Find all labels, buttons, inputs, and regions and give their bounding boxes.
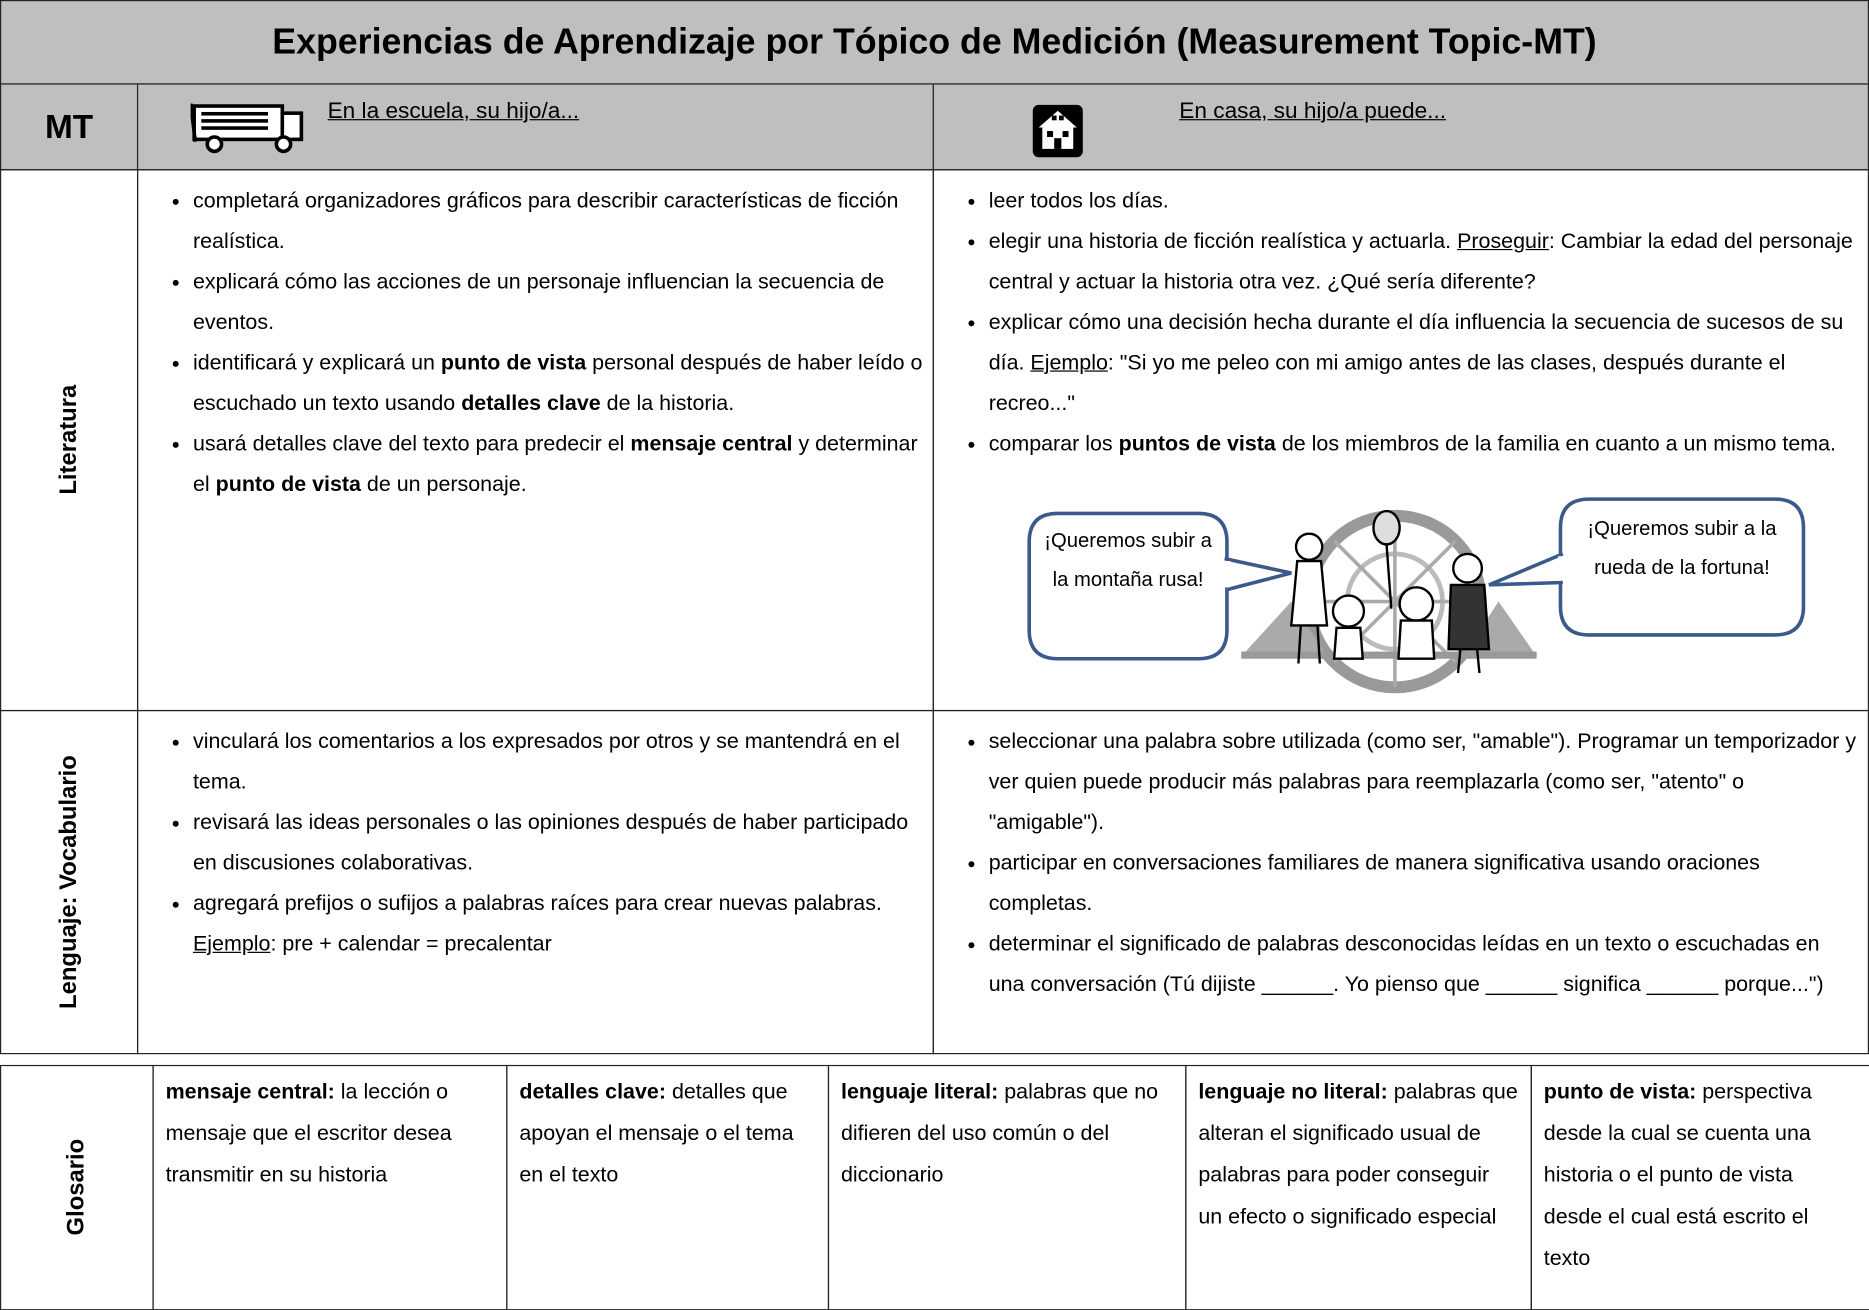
- mt-header: MT: [0, 83, 139, 171]
- row-label: Lenguaje: Vocabulario: [0, 709, 139, 1055]
- text-run: Proseguir: [1457, 228, 1549, 253]
- school-column-title: En la escuela, su hijo/a...: [327, 98, 580, 124]
- text-run: leer todos los días.: [988, 188, 1169, 213]
- speech-bubble: ¡Queremos subir a la rueda de la fortuna…: [1587, 516, 1777, 579]
- home-header: En casa, su hijo/a puede...: [932, 83, 1869, 171]
- text-run: usará detalles clave del texto para pred…: [192, 431, 631, 456]
- text-run: explicará cómo las acciones de un person…: [192, 269, 885, 334]
- glossary-term: lenguaje no literal:: [1198, 1079, 1388, 1104]
- text-run: participar en conversaciones familiares …: [988, 850, 1760, 915]
- text-run: identificará y explicará un: [192, 350, 441, 375]
- text-run: punto de vista: [440, 350, 587, 375]
- list-item: explicar cómo una decisión hecha durante…: [989, 301, 1859, 423]
- list-item: revisará las ideas personales o las opin…: [193, 802, 923, 883]
- glossary-term: punto de vista:: [1543, 1079, 1697, 1104]
- row-label: Literatura: [0, 169, 139, 712]
- glossary-definition: detalles que apoyan el mensaje o el tema…: [519, 1079, 794, 1187]
- title: Experiencias de Aprendizaje por Tópico d…: [0, 0, 1869, 85]
- bus-icon: [190, 103, 304, 154]
- text-run: seleccionar una palabra sobre utilizada …: [988, 729, 1857, 834]
- glossary-definition: palabras que alteran el significado usua…: [1198, 1079, 1518, 1229]
- text-run: comparar los: [988, 431, 1119, 456]
- bullet-list: completará organizadores gráficos para d…: [138, 170, 933, 504]
- glossary-term: lenguaje literal:: [840, 1079, 999, 1104]
- text-run: revisará las ideas personales o las opin…: [192, 810, 909, 875]
- row-label-text: Lenguaje: Vocabulario: [55, 755, 82, 1009]
- row-label-text: Literatura: [55, 385, 82, 496]
- list-item: completará organizadores gráficos para d…: [193, 180, 923, 261]
- school-cell: vinculará los comentarios a los expresad…: [136, 709, 934, 1055]
- text-run: de los miembros de la familia en cuanto …: [1275, 431, 1836, 456]
- glossary-definition: perspectiva desde la cual se cuenta una …: [1543, 1079, 1812, 1270]
- text-run: : Cambiar la edad del personaje central …: [988, 228, 1853, 294]
- glossary-term: detalles clave:: [519, 1079, 666, 1104]
- bullet-list: vinculará los comentarios a los expresad…: [138, 711, 933, 964]
- school-header: En la escuela, su hijo/a...: [136, 83, 934, 171]
- glossary-cell: detalles clave: detalles que apoyan el m…: [506, 1064, 830, 1310]
- glossary-cell: lenguaje no literal: palabras que altera…: [1185, 1064, 1532, 1310]
- list-item: explicará cómo las acciones de un person…: [193, 261, 923, 342]
- text-run: y determinar el: [192, 431, 918, 496]
- text-run: puntos de vista: [1118, 431, 1276, 456]
- home-cell: leer todos los días. elegir una historia …: [932, 169, 1869, 712]
- text-run: mensaje central: [630, 431, 793, 456]
- glossary-cell: mensaje central: la lección o mensaje qu…: [152, 1064, 508, 1310]
- home-column-title: En casa, su hijo/a puede...: [1179, 98, 1447, 124]
- bullet-list: leer todos los días. elegir una historia …: [934, 170, 1868, 463]
- text-run: punto de vista: [215, 471, 361, 496]
- glossary-cell: punto de vista: perspectiva desde la cua…: [1530, 1064, 1869, 1310]
- school-cell: completará organizadores gráficos para d…: [136, 169, 934, 712]
- text-run: elegir una historia de ficción realístic…: [988, 228, 1458, 253]
- glossary-term: mensaje central:: [165, 1079, 335, 1104]
- text-run: vinculará los comentarios a los expresad…: [192, 729, 900, 794]
- list-item: comparar los puntos de vista de los miem…: [989, 423, 1859, 464]
- text-run: agregará prefijos o sufijos a palabras r…: [192, 891, 882, 915]
- speech-bubble: ¡Queremos subir a la montaña rusa!: [1044, 528, 1212, 591]
- list-item: leer todos los días.: [989, 180, 1859, 221]
- text-run: completará organizadores gráficos para d…: [192, 188, 899, 253]
- text-run: determinar el significado de palabras de…: [988, 931, 1824, 996]
- glossary-cell: lenguaje literal: palabras que no difier…: [827, 1064, 1187, 1310]
- text-run: Ejemplo: [1030, 350, 1108, 375]
- list-item: elegir una historia de ficción realístic…: [989, 220, 1859, 301]
- glossary-definition: la lección o mensaje que el escritor des…: [165, 1079, 452, 1187]
- list-item: Ejemplo: pre + calendar = precalentar: [193, 923, 923, 964]
- text-run: personal después de haber leído o escuch…: [192, 350, 923, 415]
- text-run: detalles clave: [461, 390, 601, 415]
- list-item: determinar el significado de palabras de…: [989, 923, 1859, 1004]
- illustration: [1027, 497, 1806, 694]
- text-run: explicar cómo una decisión hecha durante…: [988, 309, 1844, 375]
- text-run: de un personaje.: [360, 471, 527, 496]
- glossary-label-text: Glosario: [63, 1139, 90, 1236]
- text-run: Ejemplo: [192, 931, 271, 956]
- bullet-list: seleccionar una palabra sobre utilizada …: [934, 711, 1868, 1004]
- list-item: agregará prefijos o sufijos a palabras r…: [193, 883, 923, 924]
- glossary-label: Glosario: [0, 1064, 154, 1310]
- home-cell: seleccionar una palabra sobre utilizada …: [932, 709, 1869, 1055]
- house-icon: [1032, 104, 1083, 158]
- text-run: : pre + calendar = precalentar: [270, 931, 552, 956]
- list-item: vinculará los comentarios a los expresad…: [193, 721, 923, 802]
- list-item: participar en conversaciones familiares …: [989, 842, 1859, 923]
- list-item: identificará y explicará un punto de vis…: [193, 342, 923, 423]
- glossary-definition: palabras que no difieren del uso común o…: [840, 1079, 1159, 1187]
- list-item: usará detalles clave del texto para pred…: [193, 423, 923, 504]
- text-run: de la historia.: [600, 390, 735, 415]
- list-item: seleccionar una palabra sobre utilizada …: [989, 721, 1859, 843]
- text-run: : "Si yo me peleo con mi amigo antes de …: [988, 350, 1786, 415]
